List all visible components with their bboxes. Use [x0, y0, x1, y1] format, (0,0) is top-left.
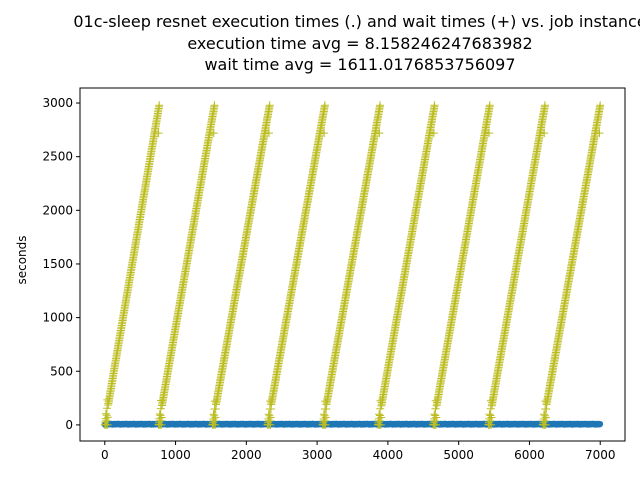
x-tick-label: 2000 [231, 448, 262, 462]
wait-time-point [265, 411, 274, 420]
wait-time-point [209, 129, 218, 138]
wait-time-point [540, 129, 549, 138]
plot-area [100, 101, 605, 429]
wait-time-point [485, 410, 494, 419]
wait-time-point [377, 413, 386, 422]
title-line-3: wait time avg = 1611.0176853756097 [204, 55, 515, 74]
wait-time-point [209, 410, 218, 419]
wait-time-point [430, 101, 439, 110]
x-tick-label: 4000 [373, 448, 404, 462]
wait-time-point [320, 101, 329, 110]
y-axis-label: seconds [15, 235, 29, 284]
x-tick-label: 0 [101, 448, 109, 462]
wait-time-point [157, 420, 166, 429]
wait-time-point [320, 411, 329, 420]
wait-time-point [103, 413, 112, 422]
wait-time-point [266, 413, 275, 422]
wait-time-point [431, 411, 440, 420]
execution-time-series [101, 420, 604, 428]
x-tick-label: 3000 [302, 448, 333, 462]
axes: 0 1000 2000 3000 4000 5000 6000 7000 0 500 1000 150… [42, 87, 626, 462]
wait-time-point [101, 409, 110, 418]
wait-time-point [103, 404, 111, 413]
wait-time-point [540, 411, 549, 420]
wait-time-point [321, 420, 330, 429]
wait-time-point [429, 129, 438, 138]
wait-time-point [376, 420, 385, 429]
x-tick-label: 1000 [160, 448, 191, 462]
wait-time-point [430, 410, 439, 419]
wait-time-point [376, 411, 384, 420]
wait-time-point [210, 411, 219, 420]
wait-time-point [265, 129, 273, 138]
wait-time-point [375, 410, 384, 419]
wait-time-point [210, 101, 219, 110]
wait-time-point [487, 420, 496, 429]
y-tick-label: 0 [65, 418, 73, 432]
wait-time-point [321, 413, 330, 422]
wait-time-point [156, 411, 165, 420]
wait-time-point [485, 129, 494, 138]
wait-time-point [264, 410, 273, 419]
y-tick-label: 1000 [42, 311, 73, 325]
wait-time-point [487, 413, 496, 422]
wait-time-point [540, 410, 548, 419]
wait-time-point [320, 129, 329, 138]
x-tick-label: 7000 [585, 448, 616, 462]
y-tick-label: 1500 [42, 257, 73, 271]
wait-time-point [265, 101, 274, 110]
wait-time-point [375, 129, 384, 138]
y-tick-label: 2500 [42, 150, 73, 164]
title-line-2: execution time avg = 8.158246247683982 [187, 34, 532, 53]
wait-time-point [155, 410, 164, 419]
wait-time-point [319, 410, 328, 419]
x-tick-label: 5000 [443, 448, 474, 462]
title-line-1: 01c-sleep resnet execution times (.) and… [73, 12, 640, 31]
wait-time-point [541, 420, 550, 429]
y-tick-label: 500 [50, 364, 73, 378]
chart-title: 01c-sleep resnet execution times (.) and… [73, 12, 640, 74]
execution-time-point [597, 421, 604, 427]
wait-time-point [486, 411, 495, 420]
wait-time-point [541, 101, 549, 110]
wait-time-point [432, 413, 441, 422]
wait-time-point [596, 101, 605, 110]
wait-time-point [376, 101, 385, 110]
wait-time-point [432, 420, 440, 429]
x-tick-label: 6000 [514, 448, 545, 462]
y-tick-label: 3000 [42, 96, 73, 110]
wait-time-series [100, 101, 605, 429]
wait-time-point [157, 413, 166, 422]
axes-frame [79, 87, 626, 442]
wait-time-point [595, 129, 604, 138]
wait-time-point [102, 411, 111, 420]
y-tick-label: 2000 [42, 203, 73, 217]
wait-time-point [542, 413, 550, 422]
wait-time-point [103, 420, 112, 429]
wait-time-point [211, 413, 220, 422]
wait-time-point [211, 420, 220, 429]
wait-time-point [154, 129, 163, 138]
wait-time-point [266, 420, 275, 429]
wait-time-point [485, 101, 494, 110]
wait-time-point [155, 101, 164, 110]
